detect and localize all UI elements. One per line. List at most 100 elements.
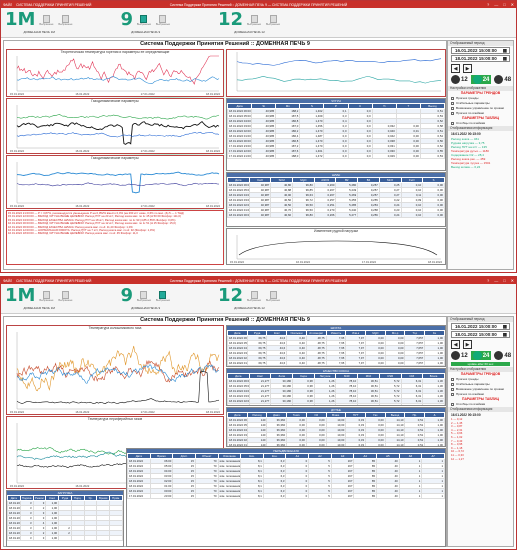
x-tick-label: 18.01.2022	[206, 149, 220, 153]
x-tick-label: 17.01.2022	[141, 204, 155, 208]
column-header[interactable]: Агломерат	[305, 330, 327, 336]
hours-48-button[interactable]: 48	[494, 351, 511, 360]
table-row[interactable]: 18.01.2022 08:00341,00	[7, 520, 123, 526]
table-cell: 18.01.2022 06:00	[227, 182, 250, 188]
date-from-field[interactable]: 16.01.2022 15:00:00 ▦	[451, 323, 510, 330]
next-button[interactable]: ▶	[463, 64, 472, 73]
params-title-2: ПАРАМЕТРЫ ТАБЛИЦ	[462, 397, 499, 401]
minimize-button[interactable]: —	[494, 278, 499, 283]
table-row[interactable]: 18.01.2022 04:0069,7543,60,4048,757,657,…	[227, 345, 445, 351]
selected-button[interactable]: Выбранные	[38, 290, 54, 302]
date-to-field[interactable]: 18.01.2022 15:00:00 ▦	[451, 331, 510, 338]
help-button[interactable]: ?	[486, 278, 490, 283]
series-line	[238, 240, 438, 256]
calendar-icon[interactable]: ▦	[502, 48, 507, 53]
table-cell: 18.01.2022 06:00	[227, 335, 248, 341]
table-cell: изм. положения шихты	[217, 473, 242, 479]
selected-button[interactable]: Выбранные	[155, 290, 171, 302]
next-button[interactable]: ▶	[463, 340, 472, 349]
checkbox[interactable]: Стабильные параметры	[451, 382, 510, 386]
column-header[interactable]: Подача	[19, 495, 34, 501]
doc-tab[interactable]: СИСТЕМА ПОДДЕРЖКИ ПРИНЯТИЯ РЕШЕНИЙ	[16, 2, 92, 7]
table-row[interactable]: 18.01.2022 04:0014036,3600,000,0010,000,…	[227, 427, 445, 433]
checkbox[interactable]: Возможное управление по срокам	[451, 106, 510, 110]
furnace-1m-button[interactable]: 1M	[5, 285, 36, 306]
furnace-9-button[interactable]: 9	[120, 9, 133, 30]
date-from-field[interactable]: 16.01.2022 15:00:00 ▦	[451, 47, 510, 54]
table-row[interactable]: 18.01.2022 01:00 21,277 30,180 0,38 1,26 78,1…	[227, 403, 445, 405]
table-row[interactable]: 18.01.2022 00:00 40,985 186,8 1,470 0,0 0,0 0,…	[227, 138, 445, 144]
table-row[interactable]: 18.01.2022 05:00 21,277 30,180 0,38 1,26 78,1…	[227, 383, 445, 389]
furnace-9-button[interactable]: 9	[120, 285, 133, 306]
selected-button[interactable]: Выбранные	[57, 290, 73, 302]
table-row[interactable]: 18.01.2022 04:00 40,987 40,90 96,63 0,267 5,2…	[227, 192, 445, 198]
selected-button[interactable]: Выбранные	[265, 290, 281, 302]
calendar-icon[interactable]: ▦	[502, 56, 507, 61]
table-cell: 40,987	[248, 212, 272, 218]
furnace-1m-button[interactable]: 1M	[5, 9, 36, 30]
selected-button[interactable]: Выбранные	[38, 14, 54, 26]
calendar-icon[interactable]: ▦	[502, 332, 507, 337]
checkbox[interactable]: Прогноз тренды	[451, 377, 510, 381]
selected-button[interactable]: Выбранные	[136, 290, 152, 302]
table-cell: 0,266	[313, 212, 337, 218]
table-row[interactable]: 18.01.2022 07:00331,002	[7, 525, 123, 531]
checkbox[interactable]: Прогноз по ячейкам	[451, 111, 510, 115]
hours-12-button[interactable]: 12	[451, 75, 468, 84]
checkbox[interactable]: Прогноз тренды	[451, 96, 510, 100]
column-header[interactable]: Режим	[32, 495, 47, 501]
doc-tab[interactable]: СИСТЕМА ПОДДЕРЖКИ ПРИНЯТИЯ РЕШЕНИЙ	[16, 278, 92, 283]
side-panel: Отображаемый период 16.01.2022 15:00:00 ▦…	[447, 40, 514, 270]
selected-button[interactable]: Выбранные	[246, 290, 262, 302]
table-row[interactable]: 17.01.2022 21:00 40,985 188,0 1,472 0,0 0,0 0,…	[227, 153, 445, 159]
x-tick-label: 18.01.2022	[206, 204, 220, 208]
table-row[interactable]: 18.01.2022 00:00 40,987 40,60 96,80 0,266 5,2…	[227, 212, 445, 218]
checkbox[interactable]: Стабильные параметры	[451, 101, 510, 105]
x-tick-label: 17.01.2022	[141, 149, 155, 153]
minimize-button[interactable]: —	[494, 2, 499, 7]
maximize-button[interactable]: □	[503, 2, 506, 7]
ribbon-group-1m: 1M Выбранные Выбранные ДОМЕННАЯ ПЕЧЬ 1М	[5, 285, 73, 311]
table-cell: 0,10	[400, 212, 424, 218]
table-row[interactable]: 18.01.2022 05:0069,7543,60,4048,757,657,…	[227, 340, 445, 346]
table-cell: 1	[398, 493, 423, 499]
close-button[interactable]: ✕	[510, 2, 514, 7]
maximize-button[interactable]: □	[503, 278, 506, 283]
hours-24-button[interactable]: 24	[470, 351, 492, 360]
selected-button[interactable]: Выбранные	[155, 14, 171, 26]
selected-button[interactable]: Выбранные	[265, 14, 281, 26]
file-menu-tab[interactable]: ФАЙЛ	[3, 278, 13, 283]
prev-button[interactable]: ◀	[451, 340, 460, 349]
checkbox[interactable]: Столбцы по ячейкам	[451, 402, 510, 406]
table-row[interactable]: 18.01.2022 06:00 40,987 40,80 96,80 0,260 5,2…	[227, 182, 445, 188]
close-button[interactable]: ✕	[510, 278, 514, 283]
table-row[interactable]: 18.01.2022 00:0069,7543,60,4048,757,657,…	[227, 365, 445, 366]
hours-12-button[interactable]: 12	[451, 351, 468, 360]
prev-button[interactable]: ◀	[451, 64, 460, 73]
x-tick-label: 16.01.2022	[75, 92, 89, 96]
chart-title: Температура колошникового газа	[88, 326, 142, 330]
furnace-12-button[interactable]: 12	[217, 285, 244, 306]
checkbox[interactable]: Прогноз по ячейкам	[451, 392, 510, 396]
checkbox[interactable]: Возможное управление по срокам	[451, 387, 510, 391]
help-button[interactable]: ?	[486, 2, 490, 7]
checkbox[interactable]: Столбцы по ячейкам	[451, 121, 510, 125]
table-row[interactable]: 18.01.2022 06:00321,002	[7, 530, 123, 536]
table-cell: 18.01.2022 05:00	[227, 187, 250, 193]
hours-24-button[interactable]: 24	[470, 75, 492, 84]
selected-button[interactable]: Выбранные	[136, 14, 152, 26]
furnace-12-button[interactable]: 12	[217, 9, 244, 30]
selected-button[interactable]: Выбранные	[57, 14, 73, 26]
calendar-icon[interactable]: ▦	[502, 324, 507, 329]
table-row[interactable]: 18.01.2022 05:00331,00	[7, 535, 123, 541]
hours-48-button[interactable]: 48	[494, 75, 511, 84]
date-to-field[interactable]: 18.01.2022 15:00:00 ▦	[451, 55, 510, 62]
selected-button[interactable]: Выбранные	[246, 14, 262, 26]
table-row[interactable]: 18.01.2022 01:0014036,3600,000,0010,000,…	[227, 442, 445, 446]
file-menu-tab[interactable]: ФАЙЛ	[3, 2, 13, 7]
